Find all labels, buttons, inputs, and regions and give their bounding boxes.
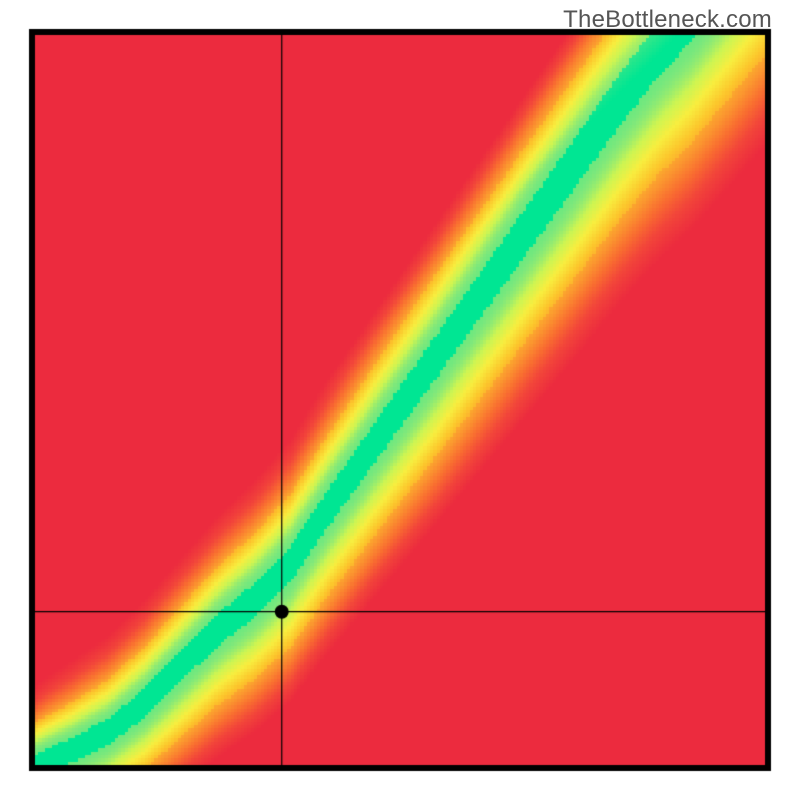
watermark-text: TheBottleneck.com: [563, 6, 772, 34]
heatmap-canvas: [0, 0, 800, 800]
chart-container: TheBottleneck.com: [0, 0, 800, 800]
